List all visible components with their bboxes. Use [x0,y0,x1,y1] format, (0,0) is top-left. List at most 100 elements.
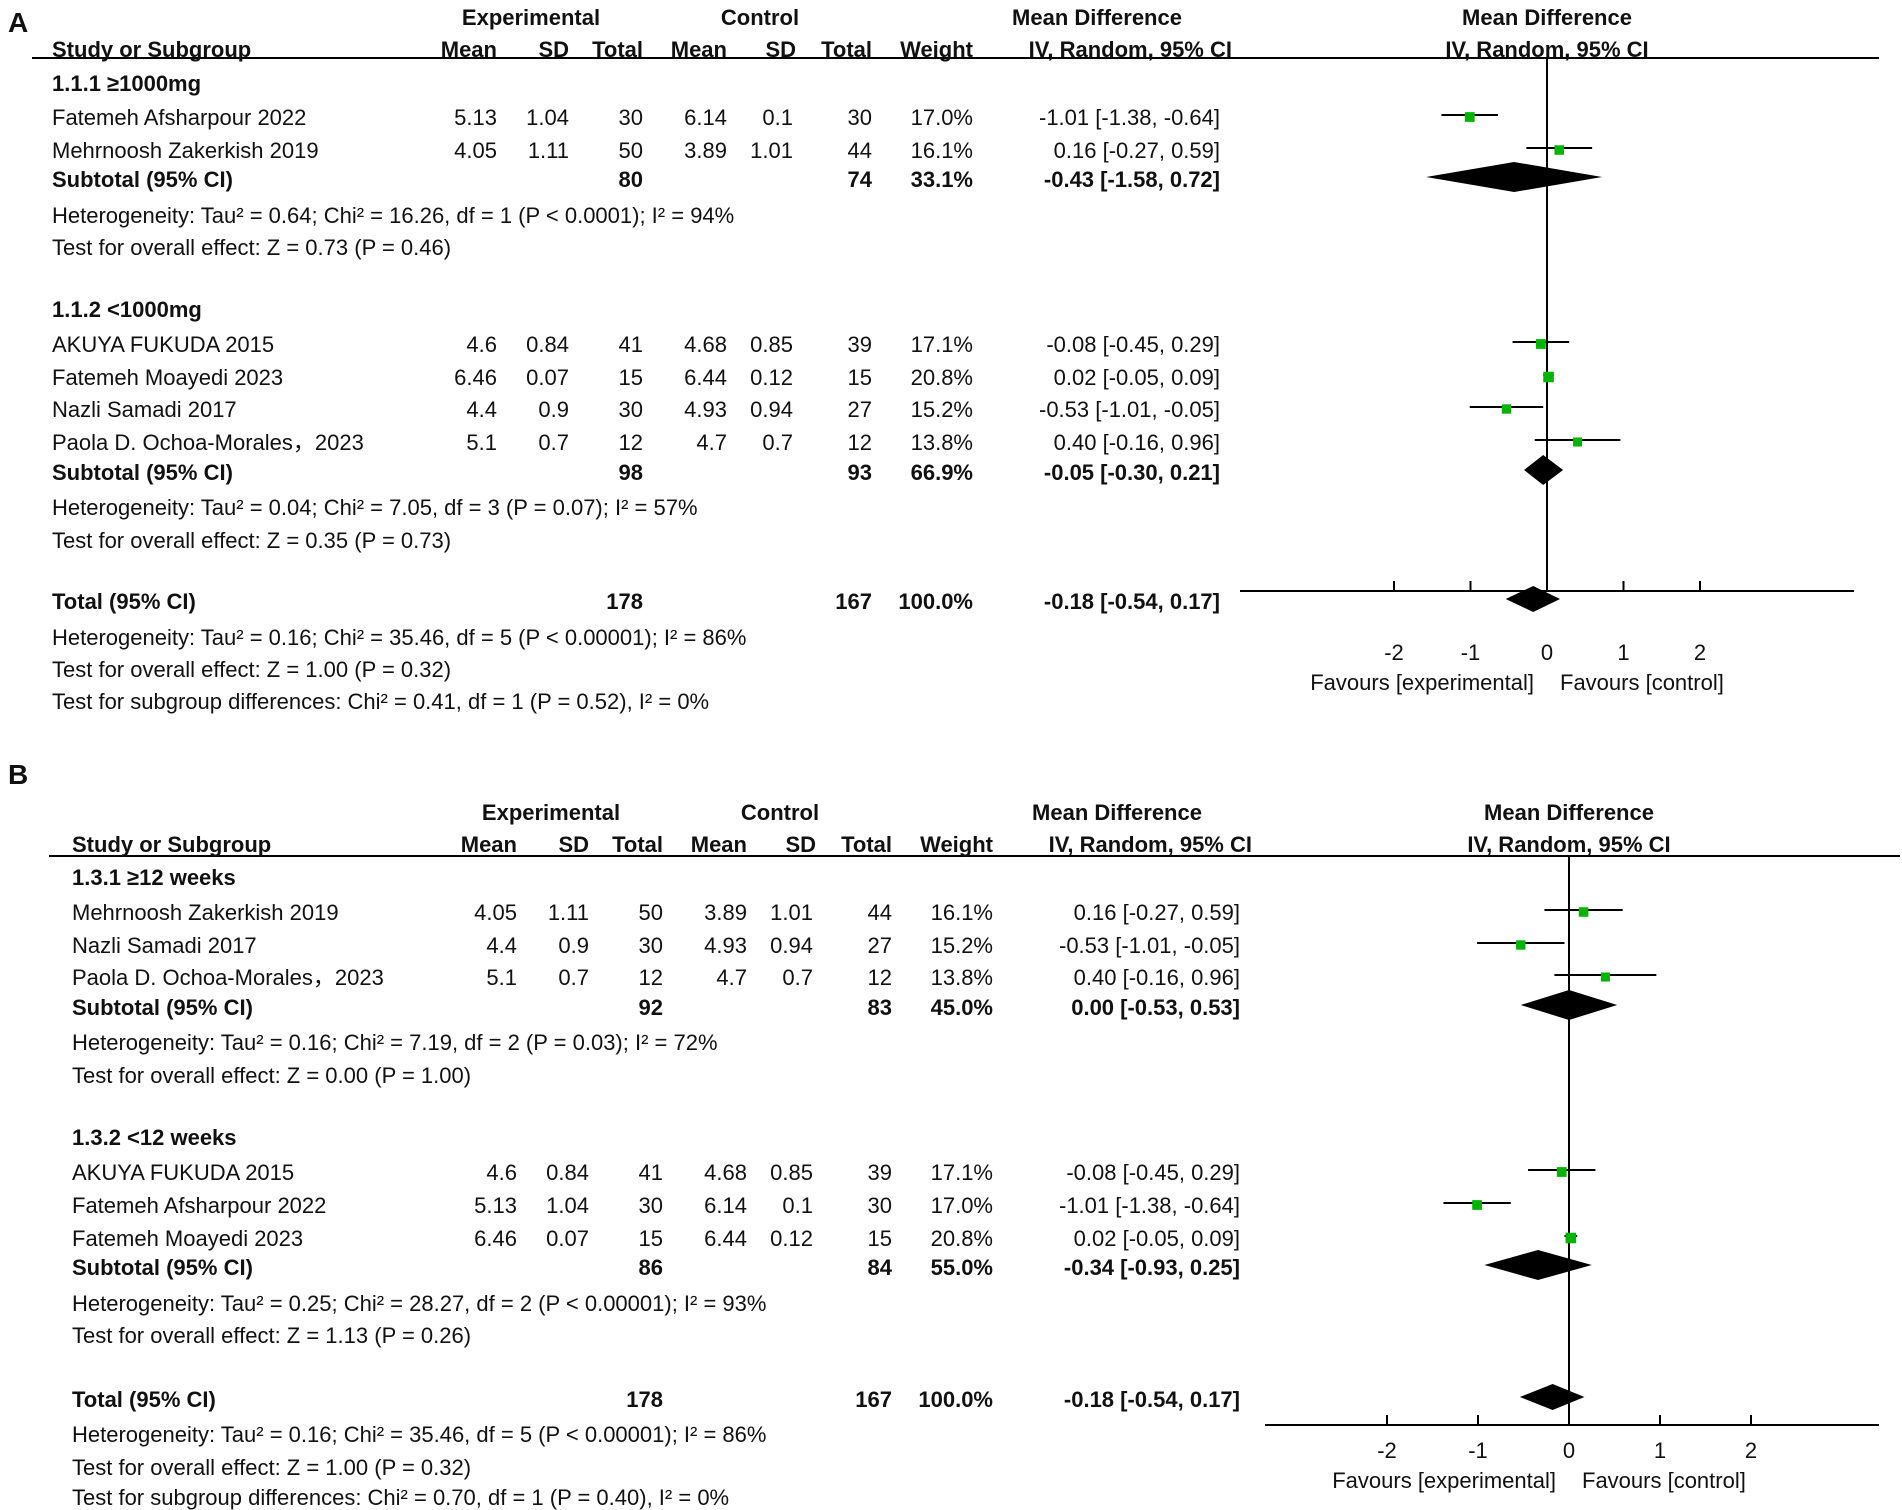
study-marker [1501,404,1512,414]
study-name: Paola D. Ochoa-Morales，2023 [72,965,384,990]
exp-total: 178 [606,589,643,614]
exp-sd: 1.04 [526,105,569,130]
weight: 16.1% [930,900,993,925]
study-marker [1535,339,1546,349]
exp-mean: 4.6 [486,1160,517,1185]
study-name: Fatemeh Afsharpour 2022 [72,1193,327,1218]
exp-total: 41 [638,1160,663,1185]
mean-difference-ci: 0.16 [-0.27, 0.59] [1053,138,1220,163]
header-exp-mean: Mean [440,37,497,62]
x-tick-label: -2 [1384,640,1404,665]
exp-mean: 6.46 [474,1226,517,1251]
header-ctl-total: Total [821,37,872,62]
x-tick-label: -1 [1460,640,1481,665]
exp-mean: 4.4 [466,397,497,422]
study-marker [1472,1200,1482,1210]
mean-difference-ci: 0.40 [-0.16, 0.96] [1073,965,1240,990]
exp-sd: 0.07 [546,1226,589,1251]
header-experimental: Experimental [461,5,601,30]
ctl-mean: 3.89 [684,138,727,163]
x-tick-label: 0 [1540,640,1554,665]
ctl-total: 84 [867,1255,892,1280]
exp-sd: 0.84 [546,1160,589,1185]
header-study: Study or Subgroup [52,37,252,62]
exp-sd: 1.11 [527,138,569,163]
subgroup-heading: 1.1.1 ≥1000mg [52,71,202,96]
header-method: IV, Random, 95% CI [1028,37,1232,62]
exp-total: 178 [626,1387,663,1412]
weight: 100.0% [918,1387,993,1412]
subtotal-diamond [1484,1250,1592,1280]
subtotal-label: Subtotal (95% CI) [52,460,233,485]
weight: 15.2% [910,397,973,422]
exp-total: 30 [638,1193,663,1218]
exp-total: 30 [618,105,643,130]
weight: 17.1% [910,332,973,357]
panel-label: A [8,7,29,38]
study-name: Fatemeh Moayedi 2023 [72,1226,304,1251]
header-ctl-total: Total [841,832,892,857]
statistics-note: Test for overall effect: Z = 1.00 (P = 0… [72,1455,472,1480]
study-name: Mehrnoosh Zakerkish 2019 [72,900,339,925]
ctl-total: 44 [867,900,892,925]
statistics-note: Heterogeneity: Tau² = 0.16; Chi² = 35.46… [52,625,747,650]
subgroup-heading: 1.3.1 ≥12 weeks [72,865,236,890]
header-ctl-mean: Mean [690,832,747,857]
ctl-mean: 3.89 [704,900,747,925]
study-marker [1578,907,1589,917]
weight: 100.0% [898,589,973,614]
weight: 17.1% [930,1160,993,1185]
x-tick-label: 0 [1562,1438,1576,1463]
mean-difference-ci: -1.01 [-1.38, -0.64] [1039,105,1220,130]
ctl-mean: 4.7 [716,965,747,990]
exp-total: 41 [618,332,643,357]
exp-total: 92 [638,995,663,1020]
exp-mean: 5.1 [466,430,497,455]
ctl-sd: 0.7 [762,430,793,455]
plot-header-method: IV, Random, 95% CI [1445,37,1649,62]
ctl-sd: 0.85 [750,332,793,357]
exp-sd: 0.9 [558,933,589,958]
ctl-sd: 0.85 [770,1160,813,1185]
study-name: Nazli Samadi 2017 [72,933,257,958]
ctl-mean: 6.44 [684,365,727,390]
header-mean-difference: Mean Difference [1032,800,1202,825]
ctl-total: 15 [867,1226,892,1251]
ctl-mean: 4.93 [704,933,747,958]
x-tick-label: -2 [1377,1438,1397,1463]
exp-total: 86 [638,1255,663,1280]
ctl-sd: 1.01 [770,900,813,925]
ctl-sd: 0.1 [762,105,793,130]
ctl-mean: 4.68 [684,332,727,357]
x-tick-label: 1 [1653,1438,1667,1463]
statistics-note: Heterogeneity: Tau² = 0.04; Chi² = 7.05,… [52,495,698,520]
header-ctl-mean: Mean [670,37,727,62]
favours-control-label: Favours [control] [1582,1468,1746,1493]
exp-sd: 1.04 [546,1193,589,1218]
header-weight: Weight [920,832,993,857]
header-mean-difference: Mean Difference [1012,5,1182,30]
ctl-total: 39 [867,1160,892,1185]
exp-sd: 1.11 [547,900,589,925]
statistics-note: Test for overall effect: Z = 1.00 (P = 0… [52,657,452,682]
weight: 16.1% [910,138,973,163]
ctl-mean: 6.44 [704,1226,747,1251]
study-name: Paola D. Ochoa-Morales，2023 [52,430,364,455]
mean-difference-ci: -0.08 [-0.45, 0.29] [1046,332,1220,357]
header-experimental: Experimental [481,800,621,825]
ctl-total: 93 [847,460,872,485]
exp-total: 30 [618,397,643,422]
mean-difference-ci: -0.53 [-1.01, -0.05] [1039,397,1220,422]
study-marker [1600,972,1610,982]
exp-sd: 0.7 [558,965,589,990]
ctl-total: 39 [847,332,872,357]
mean-difference-ci: 0.02 [-0.05, 0.09] [1073,1226,1240,1251]
ctl-mean: 4.93 [684,397,727,422]
exp-total: 50 [618,138,643,163]
pooled-ci: -0.18 [-0.54, 0.17] [1043,589,1220,614]
exp-mean: 5.13 [454,105,497,130]
header-method: IV, Random, 95% CI [1048,832,1252,857]
ctl-total: 27 [867,933,892,958]
exp-mean: 5.1 [486,965,517,990]
